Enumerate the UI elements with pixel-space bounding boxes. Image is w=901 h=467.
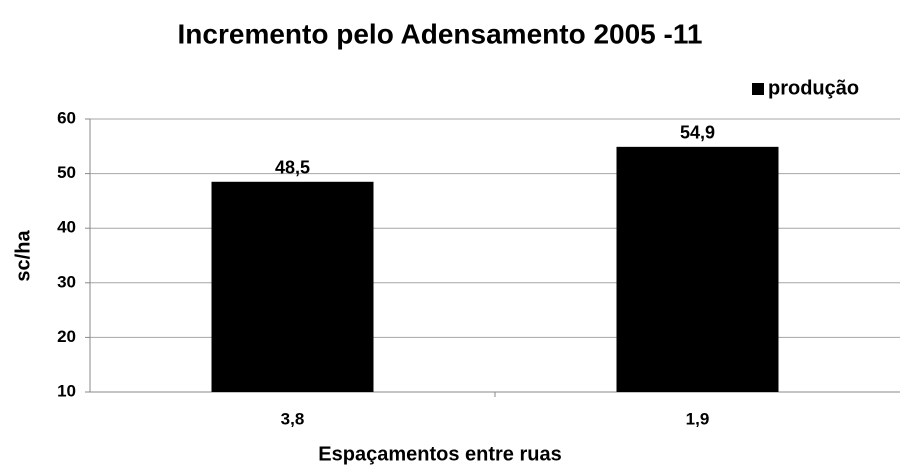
y-tick-label: 60 (57, 108, 76, 127)
y-axis-label: sc/ha (12, 230, 34, 282)
x-tick-label: 1,9 (686, 409, 710, 428)
x-axis-label: Espaçamentos entre ruas (318, 443, 561, 465)
y-tick-label: 20 (57, 327, 76, 346)
chart-title: Incremento pelo Adensamento 2005 -11 (178, 18, 703, 49)
bar (211, 181, 374, 392)
legend-swatch (752, 83, 764, 95)
y-tick-label: 50 (57, 163, 76, 182)
value-label: 48,5 (275, 158, 310, 178)
value-label: 54,9 (680, 123, 715, 143)
x-tick-label: 3,8 (281, 409, 305, 428)
bar (616, 146, 779, 392)
y-tick-label: 10 (57, 381, 76, 400)
y-tick-label: 30 (57, 272, 76, 291)
legend-label: produção (768, 77, 859, 99)
y-tick-label: 40 (57, 218, 76, 237)
